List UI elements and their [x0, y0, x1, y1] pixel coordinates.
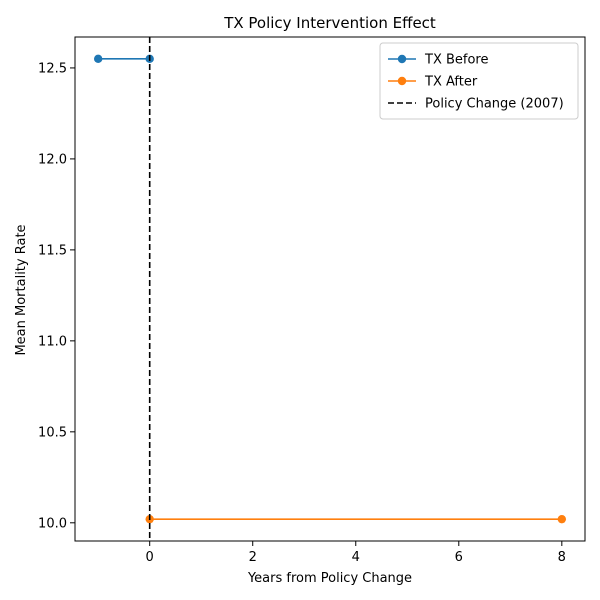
y-tick-label: 12.5: [38, 61, 67, 76]
x-tick-label: 8: [558, 550, 566, 565]
plot-frame: [74, 36, 586, 542]
y-tick-label: 11.5: [38, 243, 67, 258]
y-tick-label: 12.0: [38, 152, 67, 167]
x-tick-label: 2: [249, 550, 257, 565]
y-tick-label: 10.0: [38, 516, 67, 531]
x-tick-label: 4: [352, 550, 360, 565]
legend-entry: Policy Change (2007): [388, 97, 564, 112]
y-axis-label: Mean Mortality Rate: [14, 224, 29, 355]
data-point: [93, 54, 103, 64]
x-axis-label: Years from Policy Change: [247, 571, 412, 586]
y-tick-label: 10.5: [38, 425, 67, 440]
x-tick-label: 0: [146, 550, 154, 565]
x-tick-label: 6: [455, 550, 463, 565]
legend-label: TX After: [424, 75, 478, 90]
chart-title: TX Policy Intervention Effect: [223, 14, 436, 32]
legend-entry: TX Before: [388, 53, 488, 68]
legend-label: TX Before: [424, 53, 488, 68]
legend-box: [379, 42, 579, 120]
y-tick-label: 11.0: [38, 334, 67, 349]
legend: TX Before TX After Policy Change (2007): [379, 42, 579, 120]
series-1: [93, 54, 154, 64]
x-axis: 0 2 4 6 8: [146, 541, 566, 565]
y-axis: 10.0 10.5 11.0 11.5 12.0 12.5: [38, 61, 75, 531]
legend-marker: [397, 54, 407, 64]
legend-entry: TX After: [388, 75, 478, 90]
legend-label: Policy Change (2007): [425, 97, 564, 112]
legend-marker: [397, 76, 407, 86]
data-point: [557, 514, 567, 524]
series-2: [145, 514, 567, 524]
